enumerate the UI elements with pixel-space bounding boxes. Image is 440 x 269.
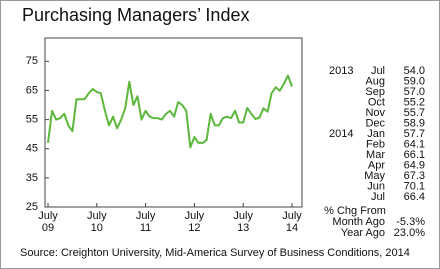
table-value: 64.1 bbox=[404, 138, 425, 150]
x-tick-label: July 11 bbox=[136, 210, 156, 234]
table-month: Jan bbox=[367, 128, 385, 140]
table-month: Jun bbox=[367, 180, 385, 192]
x-tick-label-part: 13 bbox=[237, 222, 249, 234]
table-value: 59.0 bbox=[404, 75, 425, 87]
x-tick-label-part: 14 bbox=[286, 222, 298, 234]
table-month: Nov bbox=[365, 107, 385, 119]
change-value: -5.3% bbox=[396, 216, 425, 228]
table-value: 70.1 bbox=[404, 180, 425, 192]
table-value: 64.9 bbox=[404, 159, 425, 171]
x-tick-label-part: July bbox=[185, 210, 205, 222]
change-value: 23.0% bbox=[394, 227, 425, 239]
x-tick-label-part: July bbox=[233, 210, 253, 222]
x-tick-label: July 13 bbox=[233, 210, 253, 234]
table-month: Dec bbox=[365, 117, 385, 129]
table-value: 57.0 bbox=[404, 86, 425, 98]
table-value: 57.7 bbox=[404, 128, 425, 140]
x-tick-label-part: 10 bbox=[91, 222, 103, 234]
source: Source: Creighton University, Mid-Americ… bbox=[20, 247, 410, 259]
y-tick-label: 25 bbox=[26, 201, 38, 213]
x-tick-label: July 09 bbox=[38, 210, 58, 234]
y-tick-label: 65 bbox=[26, 84, 38, 96]
x-tick-label-part: 12 bbox=[188, 222, 200, 234]
table-month: Apr bbox=[368, 159, 385, 171]
x-tick-label-part: 09 bbox=[42, 222, 54, 234]
table-month: Jul bbox=[371, 191, 385, 203]
table-month: Aug bbox=[365, 75, 385, 87]
change-label: Year Ago bbox=[341, 227, 385, 239]
x-tick-label-part: July bbox=[87, 210, 107, 222]
change-label: Month Ago bbox=[332, 216, 385, 228]
x-tick-label: July 14 bbox=[282, 210, 302, 234]
y-tick-label: 35 bbox=[26, 172, 38, 184]
x-tick-label-part: July bbox=[136, 210, 156, 222]
line bbox=[47, 74, 293, 149]
x-tick-label-part: July bbox=[282, 210, 302, 222]
x-tick-label: July 12 bbox=[185, 210, 205, 234]
table-value: 55.2 bbox=[404, 96, 425, 108]
change-header: % Chg From bbox=[324, 205, 386, 217]
x-tick-label-part: 11 bbox=[140, 222, 151, 234]
table-value: 58.9 bbox=[404, 117, 425, 129]
chart-title: Purchasing Managers’ Index bbox=[22, 5, 249, 25]
table-month: May bbox=[364, 170, 385, 182]
table-year: 2014 bbox=[329, 128, 353, 140]
table-value: 66.4 bbox=[404, 191, 425, 203]
table-month: Feb bbox=[366, 138, 385, 150]
y-tick-label: 75 bbox=[26, 55, 38, 67]
table-value: 67.3 bbox=[404, 170, 425, 182]
table-month: Jul bbox=[371, 65, 385, 77]
plot-frame bbox=[44, 37, 303, 208]
table-year: 2013 bbox=[329, 65, 353, 77]
x-tick-label: July 10 bbox=[87, 210, 107, 234]
table-month: Sep bbox=[365, 86, 385, 98]
table-month: Mar bbox=[366, 149, 385, 161]
table-value: 54.0 bbox=[404, 65, 425, 77]
y-tick-label: 55 bbox=[26, 113, 38, 125]
y-tick-label: 45 bbox=[26, 143, 38, 155]
table-value: 66.1 bbox=[404, 149, 425, 161]
table-month: Oct bbox=[368, 96, 385, 108]
x-tick-label-part: July bbox=[38, 210, 58, 222]
table-value: 55.7 bbox=[404, 107, 425, 119]
